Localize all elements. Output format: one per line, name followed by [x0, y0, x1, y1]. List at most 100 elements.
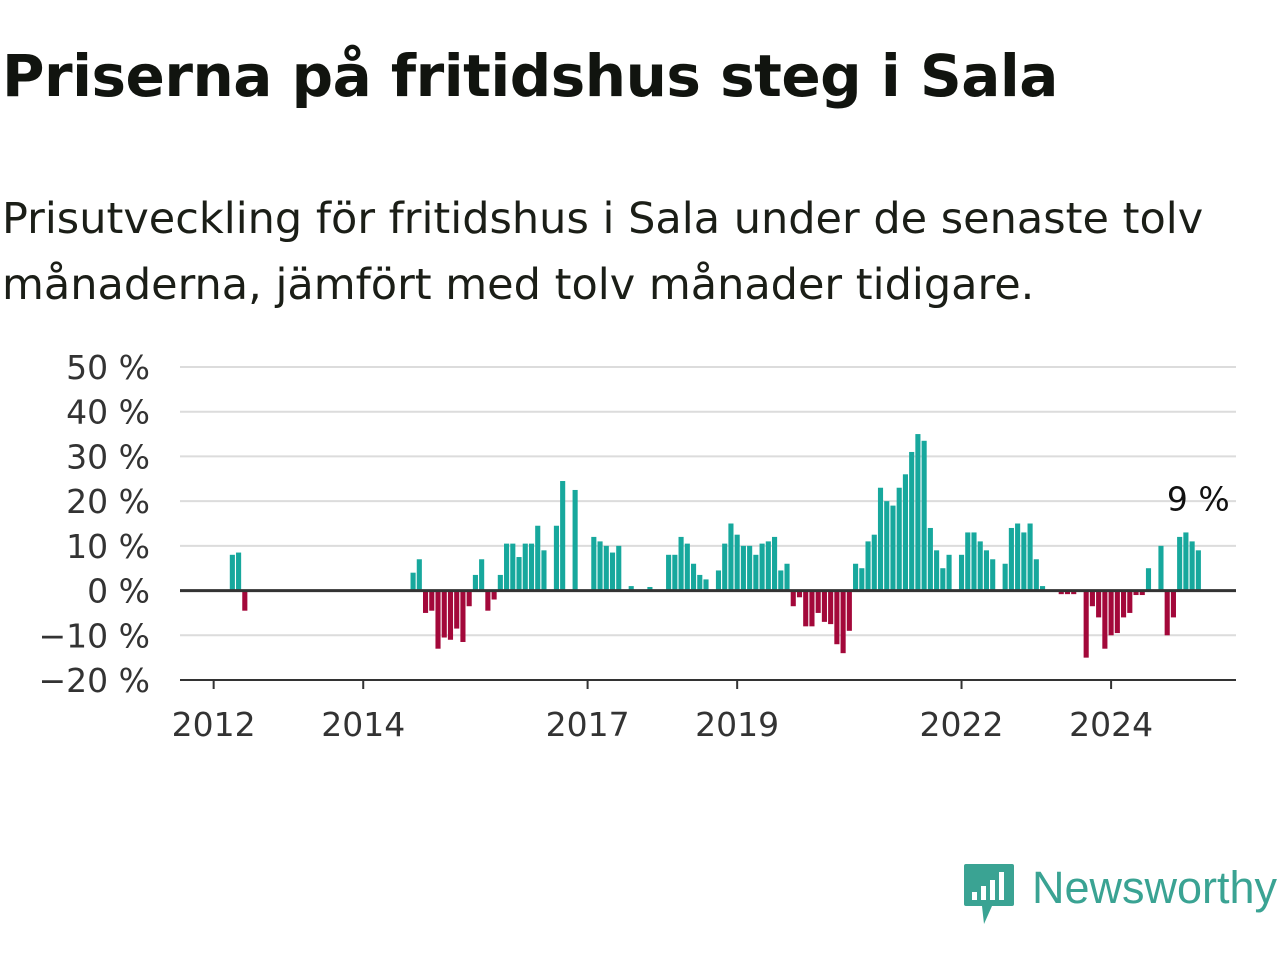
bar — [678, 536, 684, 591]
bar — [871, 534, 877, 591]
x-tick-label: 2012 — [172, 705, 256, 744]
bar — [828, 590, 834, 625]
bar — [1021, 532, 1027, 591]
bar — [504, 543, 510, 591]
y-tick-label: 50 % — [66, 348, 150, 387]
bar — [1108, 590, 1114, 636]
bar — [809, 590, 815, 627]
bar — [877, 487, 884, 591]
bar — [934, 550, 940, 591]
bar — [466, 590, 472, 607]
bar — [753, 554, 759, 591]
y-tick-label: −20 % — [39, 661, 151, 700]
bar — [946, 554, 952, 591]
bar — [1083, 590, 1089, 658]
bar — [1158, 545, 1164, 591]
bar — [909, 451, 915, 591]
bar — [965, 532, 971, 591]
bar — [1064, 590, 1071, 595]
bar — [229, 554, 235, 591]
bar — [977, 541, 983, 591]
bar — [722, 543, 728, 591]
bar — [485, 590, 491, 611]
last-value-label: 9 % — [1167, 479, 1230, 518]
bar — [1015, 523, 1021, 591]
x-tick-label: 2022 — [920, 705, 1004, 744]
bar — [522, 543, 528, 591]
bar — [1183, 532, 1189, 591]
bar — [1133, 590, 1139, 596]
bar — [472, 574, 478, 591]
bar — [1033, 559, 1039, 591]
y-tick-label: 40 % — [66, 393, 150, 432]
y-tick-label: 30 % — [66, 437, 150, 476]
bar — [734, 534, 740, 591]
bar — [666, 554, 672, 591]
bar — [479, 559, 485, 591]
bar — [1121, 590, 1127, 618]
bar — [971, 532, 977, 591]
bar — [609, 552, 616, 591]
bar — [784, 563, 790, 591]
bar — [1195, 550, 1201, 591]
bar — [834, 590, 840, 645]
bar — [1058, 590, 1064, 595]
bar — [1189, 541, 1195, 591]
bar — [815, 590, 821, 613]
bar — [1027, 523, 1033, 591]
bar — [1145, 568, 1152, 591]
bar — [1177, 536, 1183, 591]
bar — [1008, 527, 1014, 591]
bar — [940, 568, 946, 591]
bar — [497, 574, 503, 591]
bar — [859, 568, 865, 591]
bar — [1114, 590, 1120, 634]
bar — [1139, 590, 1145, 596]
bar — [441, 590, 447, 638]
bar — [410, 572, 416, 591]
bar — [447, 590, 454, 640]
bar — [647, 586, 653, 591]
bar — [759, 543, 765, 591]
bar — [747, 545, 753, 591]
bar — [703, 579, 709, 591]
bar — [1127, 590, 1133, 613]
bar — [435, 590, 441, 649]
bar — [765, 541, 771, 591]
x-tick-label: 2014 — [321, 705, 405, 744]
bar — [429, 590, 435, 611]
bar — [591, 536, 597, 591]
bar — [715, 570, 722, 591]
bar — [572, 489, 578, 591]
newsworthy-logo-icon — [964, 864, 1014, 924]
bar — [796, 590, 803, 598]
bar — [790, 590, 796, 607]
bar — [1002, 563, 1008, 591]
y-tick-label: 0 % — [87, 572, 150, 611]
bar — [840, 590, 846, 654]
bar — [1164, 590, 1170, 636]
bar — [1170, 590, 1176, 618]
bar — [423, 590, 429, 613]
bar — [1102, 590, 1108, 649]
bar — [890, 505, 896, 591]
bar — [896, 487, 902, 591]
bar — [983, 550, 990, 591]
chart-subtitle: Prisutveckling för fritidshus i Sala und… — [2, 194, 1204, 310]
bar — [236, 552, 242, 591]
bar — [510, 543, 516, 591]
bar — [853, 563, 859, 591]
bar — [778, 570, 784, 591]
brand-name: Newsworthy — [1032, 862, 1278, 913]
bar — [535, 525, 541, 591]
bar — [921, 440, 927, 591]
bar — [528, 543, 535, 591]
bar — [915, 434, 921, 591]
bar — [846, 590, 852, 631]
bar — [865, 541, 871, 591]
bar — [460, 590, 466, 642]
bar — [616, 545, 622, 591]
bar — [603, 545, 609, 591]
x-tick-label: 2019 — [695, 705, 779, 744]
bar — [560, 481, 566, 591]
